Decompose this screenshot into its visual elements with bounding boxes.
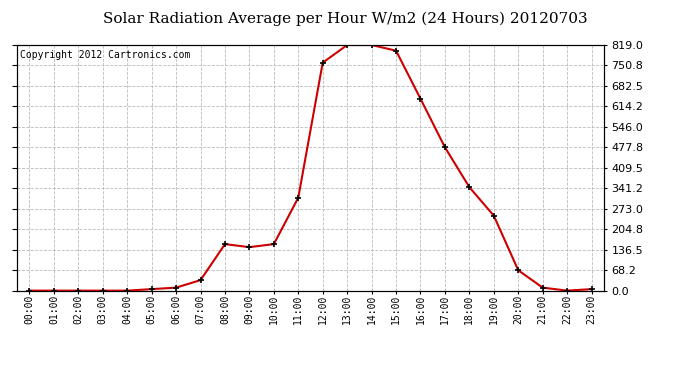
Text: Copyright 2012 Cartronics.com: Copyright 2012 Cartronics.com xyxy=(20,50,190,60)
Text: Solar Radiation Average per Hour W/m2 (24 Hours) 20120703: Solar Radiation Average per Hour W/m2 (2… xyxy=(103,11,587,26)
